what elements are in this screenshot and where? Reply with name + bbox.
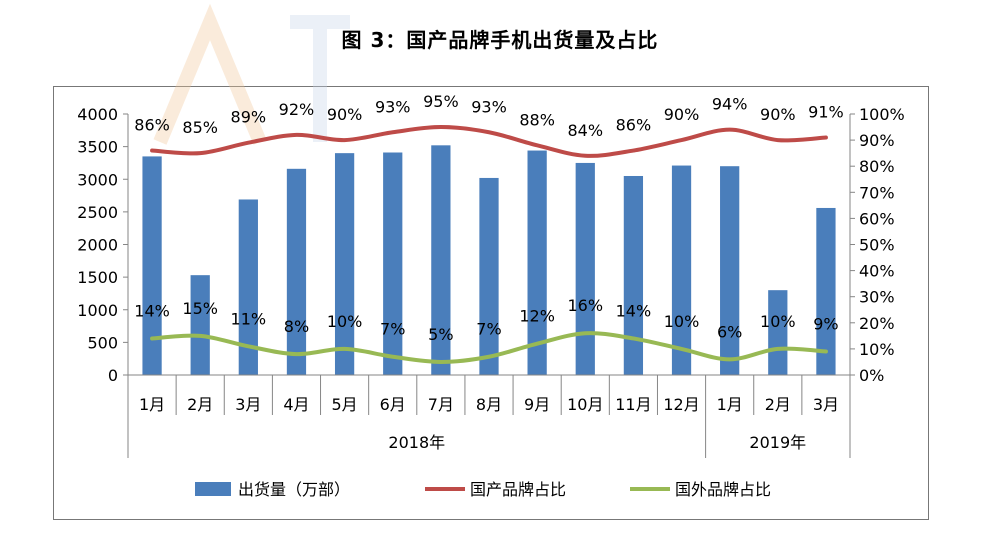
- bar-shipments: [768, 290, 788, 375]
- x-group-label: 2019年: [749, 433, 806, 452]
- data-label-foreign: 16%: [567, 296, 603, 315]
- y-left-tick-label: 1000: [77, 301, 118, 320]
- bar-shipments: [575, 162, 595, 375]
- x-group-label: 2018年: [388, 433, 445, 452]
- x-tick-label: 5月: [332, 395, 358, 414]
- data-label-domestic: 84%: [567, 121, 603, 140]
- y-right-tick-label: 0%: [859, 366, 884, 385]
- y-right-tick-label: 20%: [859, 314, 895, 333]
- bar-shipments: [527, 150, 547, 375]
- bar-shipments: [720, 166, 740, 375]
- data-label-foreign: 14%: [134, 301, 170, 320]
- data-label-foreign: 15%: [182, 299, 218, 318]
- data-label-domestic: 90%: [664, 105, 700, 124]
- bar-shipments: [334, 153, 355, 375]
- y-right-tick-label: 100%: [859, 105, 905, 124]
- bar-shipments: [623, 175, 644, 375]
- bar-shipments: [238, 199, 258, 375]
- y-right-tick-label: 40%: [859, 262, 895, 281]
- data-label-domestic: 93%: [375, 97, 411, 116]
- data-label-domestic: 85%: [182, 118, 218, 137]
- data-label-domestic: 89%: [231, 108, 267, 127]
- legend-label-shipments: 出货量（万部）: [238, 480, 350, 499]
- y-right-tick-label: 60%: [859, 209, 895, 228]
- y-left-tick-label: 3000: [77, 170, 118, 189]
- line-domestic-share: [150, 125, 828, 158]
- x-tick-label: 3月: [813, 395, 839, 414]
- bar-shipments: [383, 152, 403, 375]
- x-tick-label: 3月: [235, 395, 261, 414]
- legend-label-domestic: 国产品牌占比: [470, 480, 566, 499]
- bar-shipments: [431, 145, 451, 375]
- data-label-foreign: 10%: [664, 312, 700, 331]
- data-label-domestic: 90%: [760, 105, 796, 124]
- x-tick-label: 10月: [567, 395, 603, 414]
- y-left-tick-label: 2000: [77, 236, 118, 255]
- y-left-tick-label: 2500: [77, 203, 118, 222]
- legend-swatch-shipments: [195, 482, 231, 496]
- legend-label-foreign: 国外品牌占比: [675, 480, 771, 499]
- x-tick-label: 1月: [717, 395, 743, 414]
- y-left-tick-label: 4000: [77, 105, 118, 124]
- x-tick-label: 12月: [663, 395, 699, 414]
- y-right-tick-label: 10%: [859, 340, 895, 359]
- y-right-tick-label: 30%: [859, 288, 895, 307]
- x-tick-label: 2月: [187, 395, 213, 414]
- data-label-domestic: 86%: [134, 116, 170, 135]
- data-label-domestic: 88%: [519, 110, 555, 129]
- data-label-foreign: 5%: [428, 325, 453, 344]
- data-label-domestic: 93%: [471, 97, 507, 116]
- x-tick-label: 2月: [765, 395, 791, 414]
- x-tick-label: 4月: [283, 395, 309, 414]
- y-left-tick-label: 500: [87, 333, 118, 352]
- bar-shipments: [816, 207, 836, 375]
- data-label-foreign: 7%: [476, 320, 501, 339]
- data-label-domestic: 92%: [279, 100, 315, 119]
- data-label-domestic: 95%: [423, 92, 459, 111]
- y-left-tick-label: 3500: [77, 138, 118, 157]
- line-foreign-share: [150, 331, 828, 364]
- bar-shipments: [479, 177, 499, 375]
- watermark-logo: [153, 3, 350, 145]
- y-right-tick-label: 50%: [859, 236, 895, 255]
- bar-shipments: [190, 275, 210, 375]
- data-label-foreign: 10%: [760, 312, 796, 331]
- y-right-tick-label: 70%: [859, 183, 895, 202]
- chart-title: 图 3：国产品牌手机出货量及占比: [341, 28, 659, 52]
- data-label-foreign: 11%: [231, 309, 267, 328]
- y-right-tick-label: 80%: [859, 157, 895, 176]
- data-label-domestic: 91%: [808, 102, 844, 121]
- data-label-foreign: 6%: [717, 322, 742, 341]
- y-left-tick-label: 0: [108, 366, 118, 385]
- data-label-foreign: 10%: [327, 312, 363, 331]
- data-label-foreign: 8%: [284, 317, 309, 336]
- bar-shipments: [286, 168, 307, 375]
- x-tick-label: 8月: [476, 395, 502, 414]
- x-tick-label: 7月: [428, 395, 454, 414]
- data-label-domestic: 90%: [327, 105, 363, 124]
- bar-shipments: [671, 165, 692, 375]
- x-tick-label: 9月: [524, 395, 550, 414]
- data-label-foreign: 14%: [616, 301, 652, 320]
- y-right-tick-label: 90%: [859, 131, 895, 150]
- y-left-tick-label: 1500: [77, 268, 118, 287]
- bar-shipments: [142, 156, 162, 375]
- x-tick-label: 11月: [615, 395, 651, 414]
- data-label-domestic: 86%: [616, 116, 652, 135]
- chart-frame: [53, 86, 929, 520]
- x-tick-label: 1月: [139, 395, 165, 414]
- data-label-foreign: 12%: [519, 307, 555, 326]
- data-label-foreign: 9%: [813, 315, 838, 334]
- data-label-domestic: 94%: [712, 95, 748, 114]
- data-label-foreign: 7%: [380, 320, 405, 339]
- x-tick-label: 6月: [380, 395, 406, 414]
